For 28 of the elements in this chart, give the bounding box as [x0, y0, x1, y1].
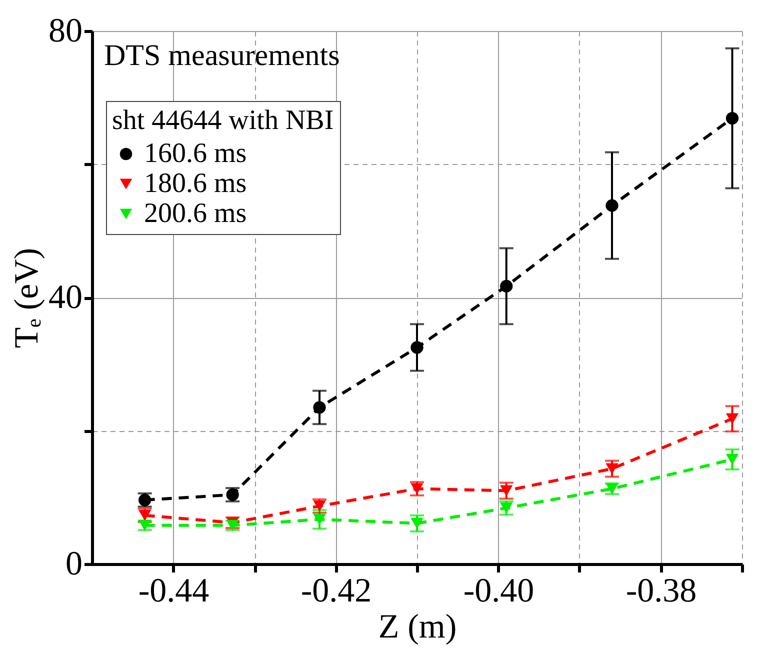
point — [410, 518, 424, 529]
x-axis-title: Z (m) — [378, 608, 457, 646]
point — [138, 494, 152, 506]
point — [500, 502, 513, 514]
x-tick-label: -0.44 — [138, 572, 210, 610]
annotation: DTS measurements — [104, 39, 340, 72]
y-tick-label: 40 — [48, 279, 82, 316]
point — [606, 199, 618, 212]
point — [500, 485, 513, 496]
legend-title: sht 44644 with NBI — [112, 105, 334, 136]
x-tick-label: -0.40 — [463, 572, 534, 610]
point — [500, 280, 513, 292]
point — [313, 401, 326, 414]
point — [313, 500, 326, 512]
x-tick-label: -0.42 — [300, 572, 372, 610]
legend-label: 200.6 ms — [144, 198, 247, 229]
point — [726, 112, 739, 125]
point — [726, 454, 739, 465]
point — [138, 510, 152, 521]
y-tick-label: 0 — [66, 546, 82, 582]
legend-label: 160.6 ms — [144, 138, 247, 169]
point — [410, 341, 424, 354]
x-tick-label: -0.38 — [626, 572, 697, 610]
legend-label: 180.6 ms — [144, 168, 247, 199]
y-axis-title: Tₑ (eV) — [8, 248, 46, 348]
point — [726, 413, 739, 424]
point — [313, 514, 326, 525]
y-tick-label: 80 — [48, 12, 82, 50]
